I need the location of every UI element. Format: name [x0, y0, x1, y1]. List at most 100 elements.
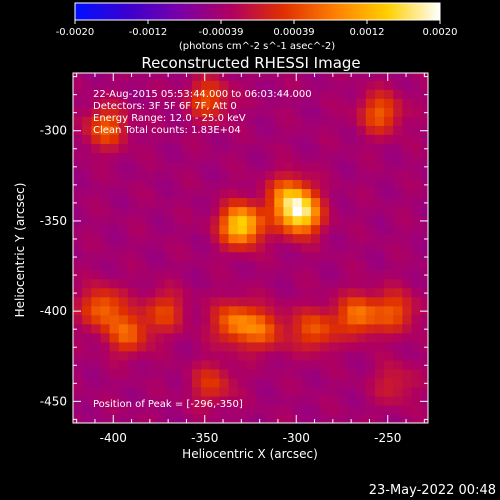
heatmap-cell	[283, 242, 294, 253]
heatmap-cell	[137, 305, 147, 316]
heatmap-cell	[411, 89, 422, 99]
heatmap-cell	[274, 107, 285, 117]
heatmap-cell	[365, 269, 376, 280]
heatmap-cell	[155, 125, 166, 135]
heatmap-cell	[91, 179, 102, 190]
heatmap-cell	[146, 386, 156, 397]
heatmap-cell	[91, 98, 102, 108]
heatmap-cell	[219, 224, 230, 235]
heatmap-cell	[137, 188, 147, 199]
heatmap-cell	[82, 125, 92, 135]
heatmap-cell	[274, 287, 285, 298]
heatmap-cell	[219, 73, 230, 81]
heatmap-cell	[255, 314, 266, 325]
heatmap-cell	[255, 287, 266, 298]
heatmap-cell	[265, 161, 275, 172]
heatmap-cell	[146, 260, 156, 271]
heatmap-cell	[310, 359, 321, 370]
heatmap-cell	[384, 242, 394, 253]
heatmap-cell	[100, 188, 111, 199]
heatmap-cell	[237, 332, 248, 343]
heatmap-cell	[82, 80, 92, 90]
heatmap-cell	[118, 215, 129, 226]
heatmap-cell	[393, 278, 403, 289]
heatmap-cell	[301, 314, 312, 325]
heatmap-cell	[100, 260, 111, 271]
heatmap-cell	[274, 188, 285, 199]
heatmap-cell	[127, 323, 138, 334]
heatmap-cell	[301, 188, 312, 199]
heatmap-cell	[82, 278, 92, 289]
heatmap-cell	[109, 170, 120, 181]
heatmap-cell	[73, 341, 83, 352]
heatmap-cell	[191, 269, 202, 280]
heatmap-cell	[73, 73, 83, 81]
heatmap-cell	[118, 161, 129, 172]
heatmap-cell	[365, 215, 376, 226]
heatmap-cell	[182, 314, 193, 325]
heatmap-cell	[374, 152, 385, 163]
heatmap-cell	[384, 350, 394, 361]
heatmap-cell	[310, 269, 321, 280]
heatmap-cell	[210, 260, 220, 271]
heatmap-cell	[310, 125, 321, 135]
heatmap-cell	[283, 215, 294, 226]
heatmap-cell	[393, 116, 403, 126]
heatmap-cell	[338, 197, 349, 208]
heatmap-cell	[210, 296, 220, 307]
heatmap-cell	[365, 143, 376, 153]
heatmap-cell	[100, 73, 111, 81]
heatmap-cell	[338, 305, 349, 316]
heatmap-cell	[420, 134, 428, 144]
heatmap-cell	[320, 377, 330, 388]
heatmap-cell	[228, 377, 239, 388]
heatmap-cell	[338, 107, 349, 117]
heatmap-cell	[155, 107, 166, 117]
heatmap-cell	[402, 152, 413, 163]
heatmap-cell	[246, 287, 257, 298]
heatmap-cell	[274, 206, 285, 217]
heatmap-cell	[137, 161, 147, 172]
heatmap-cell	[374, 395, 385, 406]
heatmap-cell	[356, 260, 367, 271]
heatmap-cell	[246, 251, 257, 262]
heatmap-cell	[274, 305, 285, 316]
heatmap-cell	[137, 350, 147, 361]
heatmap-cell	[265, 98, 275, 108]
colorbar-tick-label: 0.00039	[273, 27, 314, 38]
heatmap-cell	[182, 197, 193, 208]
heatmap-cell	[384, 305, 394, 316]
heatmap-cell	[173, 413, 184, 423]
heatmap-cell	[127, 143, 138, 153]
heatmap-cell	[255, 170, 266, 181]
heatmap-cell	[219, 368, 230, 379]
heatmap-cell	[219, 125, 230, 135]
heatmap-cell	[100, 116, 111, 126]
heatmap-cell	[91, 404, 102, 415]
heatmap-cell	[374, 323, 385, 334]
heatmap-cell	[109, 143, 120, 153]
heatmap-cell	[393, 305, 403, 316]
heatmap-cell	[329, 287, 339, 298]
heatmap-cell	[374, 413, 385, 423]
heatmap-cell	[201, 269, 211, 280]
heatmap-cell	[255, 161, 266, 172]
heatmap-cell	[118, 98, 129, 108]
heatmap-cell	[255, 116, 266, 126]
heatmap-cell	[411, 386, 422, 397]
heatmap-cell	[393, 314, 403, 325]
heatmap-cell	[164, 125, 175, 135]
heatmap-cell	[329, 233, 339, 244]
heatmap-cell	[402, 233, 413, 244]
heatmap-cell	[255, 134, 266, 144]
heatmap-cell	[100, 386, 111, 397]
heatmap-cell	[118, 179, 129, 190]
heatmap-cell	[292, 242, 303, 253]
heatmap-cell	[393, 287, 403, 298]
heatmap-cell	[173, 134, 184, 144]
heatmap-cell	[201, 143, 211, 153]
heatmap-cell	[420, 242, 428, 253]
heatmap-cell	[228, 80, 239, 90]
heatmap-cell	[228, 350, 239, 361]
heatmap-cell	[393, 377, 403, 388]
